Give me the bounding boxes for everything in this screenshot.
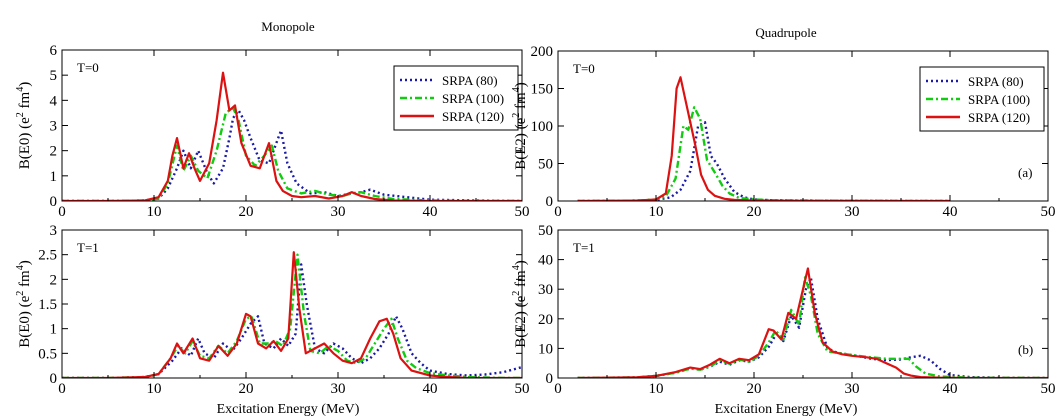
legend-entry: SRPA (80) (442, 73, 498, 88)
y-tick-label: 2.5 (38, 248, 57, 264)
panel-tag: (a) (1018, 165, 1032, 180)
panel-label: T=1 (77, 240, 99, 255)
x-tick-label: 10 (649, 381, 664, 397)
x-tick-label: 40 (423, 204, 438, 220)
y-tick-label: 2 (50, 144, 58, 160)
x-tick-label: 50 (1041, 204, 1056, 220)
y-tick-label: 5 (50, 68, 58, 84)
panel-tag: (b) (1018, 342, 1033, 357)
x-tick-label: 50 (515, 381, 530, 397)
y-tick-label: 0 (546, 371, 554, 387)
chart-panel-4: 0 10 20 30 40 50 0 10 20 30 40 50 B(E2) (e2 fm4) T=1 (… (511, 223, 1056, 397)
chart-panel-1: 0 10 20 30 40 50 0 1 2 3 4 5 6 B(E0) (e2 fm4) T=0 SRPA … (15, 43, 530, 220)
y-tick-label: 30 (538, 282, 553, 298)
y-tick-label: 3 (50, 119, 58, 135)
y-tick-label: 100 (531, 119, 554, 135)
x-tick-label: 40 (943, 204, 958, 220)
y-tick-label: 0 (546, 194, 554, 210)
series-line-1 (578, 122, 950, 201)
panel-label: T=1 (573, 240, 595, 255)
x-tick-label: 0 (554, 204, 562, 220)
x-tick-label: 20 (239, 381, 254, 397)
legend-entry: SRPA (120) (442, 109, 504, 124)
y-tick-label: 200 (531, 44, 554, 60)
y-tick-label: 4 (50, 93, 58, 109)
x-tick-label: 20 (239, 204, 254, 220)
chart-panel-3: 0 10 20 30 40 50 0 0.5 1 1.5 2 2.5 3 B(E0) (e2 fm4) T=… (15, 223, 530, 397)
column-title-quadrupole: Quadrupole (755, 25, 817, 40)
y-tick-label: 50 (538, 157, 553, 173)
x-tick-label: 0 (58, 381, 66, 397)
y-axis-label: B(E0) (e2 fm4) (15, 260, 33, 347)
x-tick-label: 50 (515, 204, 530, 220)
y-tick-label: 10 (538, 341, 553, 357)
x-axis-label-right: Excitation Energy (MeV) (715, 402, 858, 417)
chart-panel-2: 0 10 20 30 40 50 0 50 100 150 200 B(E2) (e2 fm4) T=0… (511, 44, 1056, 220)
panel-label: T=0 (573, 61, 595, 76)
x-tick-label: 10 (147, 381, 162, 397)
panel-label: T=0 (77, 60, 99, 75)
y-tick-label: 2 (50, 272, 58, 288)
legend: SRPA (80) SRPA (100) SRPA (120) (920, 67, 1044, 131)
x-tick-label: 20 (747, 204, 762, 220)
x-tick-label: 50 (1041, 381, 1056, 397)
y-axis-label: B(E2) (e2 fm4) (511, 260, 529, 347)
y-tick-label: 50 (538, 223, 553, 239)
legend: SRPA (80) SRPA (100) SRPA (120) (394, 66, 518, 130)
y-tick-label: 0.5 (38, 346, 57, 362)
x-tick-label: 40 (943, 381, 958, 397)
y-tick-label: 0 (50, 194, 58, 210)
y-tick-label: 3 (50, 223, 58, 239)
series-line-3 (578, 77, 950, 201)
y-tick-label: 0 (50, 371, 58, 387)
y-tick-label: 6 (50, 43, 58, 59)
y-axis-label: B(E0) (e2 fm4) (15, 82, 33, 169)
x-tick-label: 30 (845, 381, 860, 397)
y-tick-label: 20 (538, 312, 553, 328)
x-tick-label: 20 (747, 381, 762, 397)
legend-entry: SRPA (120) (968, 110, 1030, 125)
y-tick-label: 1.5 (38, 297, 57, 313)
series-line-2 (578, 277, 1048, 378)
x-tick-label: 0 (554, 381, 562, 397)
x-tick-label: 30 (845, 204, 860, 220)
legend-entry: SRPA (100) (968, 92, 1030, 107)
x-tick-label: 10 (649, 204, 664, 220)
legend-entry: SRPA (80) (968, 74, 1024, 89)
series-line-1 (578, 277, 1048, 378)
column-title-monopole: Monopole (261, 19, 315, 34)
x-tick-label: 30 (331, 204, 346, 220)
y-axis-label: B(E2) (e2 fm4) (511, 82, 529, 169)
series-line-2 (578, 107, 950, 201)
y-tick-label: 40 (538, 253, 553, 269)
y-tick-label: 1 (50, 169, 58, 185)
x-tick-label: 40 (423, 381, 438, 397)
x-axis-label-left: Excitation Energy (MeV) (217, 402, 360, 417)
x-tick-label: 30 (331, 381, 346, 397)
x-tick-label: 10 (147, 204, 162, 220)
x-tick-label: 0 (58, 204, 66, 220)
y-tick-label: 150 (531, 82, 554, 98)
y-tick-label: 1 (50, 322, 58, 338)
legend-entry: SRPA (100) (442, 91, 504, 106)
